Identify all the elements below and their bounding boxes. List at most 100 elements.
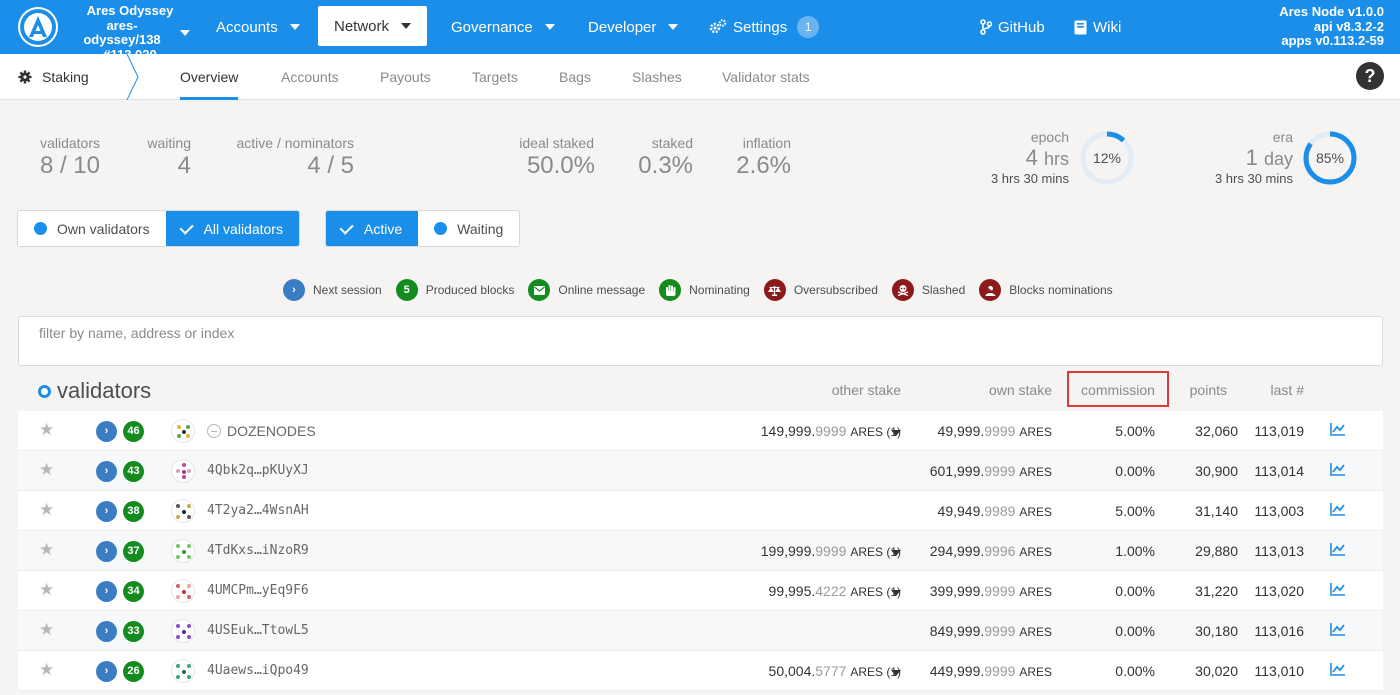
validator-name[interactable]: DOZENODES [207, 423, 316, 439]
produced-blocks-badge: 26 [123, 661, 144, 682]
expand-nominators-icon[interactable] [891, 550, 901, 556]
gear-icon [18, 70, 32, 84]
column-other-stake[interactable]: other stake [831, 382, 901, 398]
radio-dot-icon [434, 222, 448, 235]
validator-name[interactable]: 4TdKxs…iNzoR9 [207, 543, 309, 558]
section-label: Staking [42, 69, 89, 85]
tab-overview[interactable]: Overview [180, 54, 239, 100]
chart-line-icon[interactable] [1330, 462, 1346, 476]
help-button[interactable]: ? [1356, 62, 1384, 90]
own-stake-int: 849,999. [929, 623, 985, 639]
star-icon[interactable]: ★ [39, 660, 55, 679]
own-validators-label: Own validators [57, 220, 150, 237]
points-value: 31,140 [1195, 503, 1238, 519]
last-block-value: 113,014 [1254, 463, 1304, 479]
chart-line-icon[interactable] [1330, 422, 1346, 436]
star-icon[interactable]: ★ [39, 580, 55, 599]
own-stake-int: 49,949. [937, 503, 985, 519]
star-icon[interactable]: ★ [39, 500, 55, 519]
tab-validator-stats[interactable]: Validator stats [722, 69, 810, 85]
waiting-toggle[interactable]: Waiting [418, 211, 519, 246]
own-validators-toggle[interactable]: Own validators [18, 211, 166, 246]
produced-blocks-badge: 43 [123, 461, 144, 482]
radio-dot-icon [34, 222, 47, 235]
chevron-right-icon: › [96, 461, 117, 482]
tab-bags[interactable]: Bags [559, 69, 591, 85]
active-toggle[interactable]: Active [326, 211, 419, 246]
hand-icon [659, 279, 682, 301]
identicon-avatar[interactable] [171, 619, 195, 643]
validator-name[interactable]: 4UMCPm…yEq9F6 [207, 583, 309, 598]
all-validators-toggle[interactable]: All validators [165, 211, 299, 246]
expand-nominators-icon[interactable] [891, 670, 901, 676]
tab-slashes[interactable]: Slashes [632, 69, 682, 85]
star-icon[interactable]: ★ [39, 620, 55, 639]
identicon-avatar[interactable] [171, 539, 195, 563]
tab-payouts[interactable]: Payouts [380, 69, 431, 85]
ideal-staked-label: ideal staked [519, 135, 594, 151]
validator-rows: ★ › 46 DOZENODES 149,999.9999 ARES (1) 4… [18, 411, 1383, 691]
identicon-avatar[interactable] [171, 419, 195, 443]
chevron-right-icon: › [96, 541, 117, 562]
nav-governance[interactable]: Governance [451, 0, 555, 54]
own-stake-int: 449,999. [929, 663, 985, 679]
code-branch-icon [980, 19, 992, 35]
filter-input[interactable]: filter by name, address or index [18, 316, 1383, 366]
chart-line-icon[interactable] [1330, 542, 1346, 556]
identicon-avatar[interactable] [171, 459, 195, 483]
epoch-remaining: 3 hrs 30 mins [990, 171, 1069, 186]
github-link[interactable]: GitHub [980, 0, 1045, 54]
column-last[interactable]: last # [1270, 382, 1304, 398]
ideal-staked-value: 50.0% [526, 152, 595, 179]
nav-developer[interactable]: Developer [588, 0, 679, 54]
column-own-stake[interactable]: own stake [988, 382, 1052, 398]
own-stake-int: 49,999. [937, 423, 985, 439]
produced-blocks-badge: 33 [123, 621, 144, 642]
chart-line-icon[interactable] [1330, 582, 1346, 596]
validator-name[interactable]: 4USEuk…TtowL5 [207, 623, 309, 638]
last-block-value: 113,010 [1254, 663, 1304, 679]
table-row: ★ › 37 4TdKxs…iNzoR9 199,999.9999 ARES (… [18, 531, 1383, 571]
points-value: 32,060 [1195, 423, 1238, 439]
own-stake-unit: ARES [1019, 425, 1052, 439]
own-stake: 399,999.9999 ARES [930, 583, 1052, 599]
star-icon[interactable]: ★ [39, 420, 55, 439]
nav-settings-label: Settings [733, 18, 788, 36]
tab-targets[interactable]: Targets [472, 69, 518, 85]
identicon-avatar[interactable] [171, 499, 195, 523]
identicon-avatar[interactable] [171, 579, 195, 603]
identicon-avatar[interactable] [171, 659, 195, 683]
other-stake-int: 199,999. [760, 543, 816, 559]
nav-accounts[interactable]: Accounts [216, 0, 300, 54]
own-stake: 601,999.9999 ARES [930, 463, 1052, 479]
nav-network[interactable]: Network [318, 6, 427, 46]
points-value: 29,880 [1195, 543, 1238, 559]
tab-accounts[interactable]: Accounts [281, 69, 339, 85]
epoch-value-unit: hrs [1043, 149, 1069, 169]
expand-nominators-icon[interactable] [891, 590, 901, 596]
column-commission[interactable]: commission [1081, 382, 1155, 398]
chevron-right-icon: › [96, 501, 117, 522]
own-stake: 49,949.9989 ARES [938, 503, 1052, 519]
wiki-link[interactable]: Wiki [1074, 0, 1121, 54]
expand-nominators-icon[interactable] [891, 430, 901, 436]
produced-blocks-badge: 38 [123, 501, 144, 522]
other-stake: 199,999.9999 ARES (1) [761, 543, 901, 559]
validator-name[interactable]: 4Qbk2q…pKUyXJ [207, 463, 309, 478]
validator-name[interactable]: 4T2ya2…4WsnAH [207, 503, 309, 518]
nav-settings[interactable]: Settings 1 [709, 0, 820, 54]
chart-line-icon[interactable] [1330, 622, 1346, 636]
chart-line-icon[interactable] [1330, 662, 1346, 676]
star-icon[interactable]: ★ [39, 540, 55, 559]
table-row: ★ › 26 4Uaews…iQpo49 50,004.5777 ARES (1… [18, 651, 1383, 691]
star-icon[interactable]: ★ [39, 460, 55, 479]
validator-name[interactable]: 4Uaews…iQpo49 [207, 663, 309, 678]
table-row: ★ › 34 4UMCPm…yEq9F6 99,995.4222 ARES (1… [18, 571, 1383, 611]
own-stake: 849,999.9999 ARES [930, 623, 1052, 639]
chart-line-icon[interactable] [1330, 502, 1346, 516]
chain-logo-icon[interactable] [18, 7, 58, 47]
section-staking[interactable]: Staking [18, 54, 89, 100]
chevron-right-icon: › [96, 621, 117, 642]
legend-produced-blocks: 5 Produced blocks [395, 279, 514, 301]
column-points[interactable]: points [1189, 382, 1227, 398]
